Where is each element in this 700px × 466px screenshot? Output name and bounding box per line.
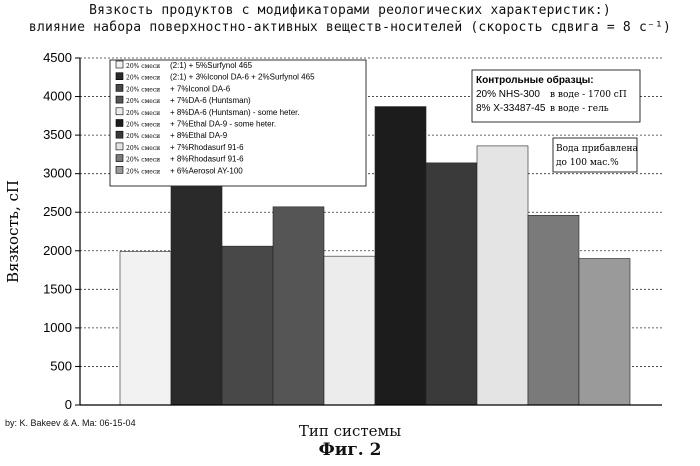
y-tick-label-3500: 3500 — [43, 127, 72, 142]
control-sample-1-note: в воде - 1700 сП — [550, 90, 627, 100]
y-tick-label-4500: 4500 — [43, 50, 72, 65]
y-tick-label-2500: 2500 — [43, 204, 72, 219]
x-axis-label: Тип системы — [0, 422, 700, 440]
legend-prefix-4: 20% смеси — [126, 98, 160, 105]
control-samples-heading: Контрольные образцы: — [476, 74, 594, 86]
y-tick-label-2000: 2000 — [43, 243, 72, 258]
bar-2 — [171, 187, 222, 405]
y-axis-label: Вязкость, сП — [4, 180, 22, 283]
bar-8 — [477, 146, 528, 405]
legend-prefix-7: 20% смеси — [126, 133, 160, 140]
y-tick-label-0: 0 — [65, 397, 72, 412]
water-note-line-1: Вода прибавлена — [556, 143, 638, 154]
y-tick-label-1000: 1000 — [43, 320, 72, 335]
bar-10 — [579, 258, 630, 405]
legend-swatch-5 — [116, 108, 123, 115]
legend-prefix-3: 20% смеси — [126, 86, 160, 93]
legend-swatch-6 — [116, 120, 123, 127]
legend-label-8: + 7%Rhodasurf 91-6 — [170, 143, 244, 152]
y-tick-label-3000: 3000 — [43, 166, 72, 181]
legend-prefix-9: 20% смеси — [126, 157, 160, 164]
bar-7 — [426, 163, 477, 405]
legend-swatch-4 — [116, 96, 123, 103]
legend-label-10: + 6%Aerosol AY-100 — [170, 166, 243, 175]
legend-prefix-2: 20% смеси — [126, 75, 160, 82]
bar-9 — [528, 215, 579, 405]
figure-label: Фиг. 2 — [0, 440, 700, 460]
legend-swatch-2 — [116, 73, 123, 80]
legend-swatch-8 — [116, 143, 123, 150]
legend-label-1: (2:1) + 5%Surfynol 465 — [170, 61, 253, 70]
y-tick-label-1500: 1500 — [43, 281, 72, 296]
bar-4 — [273, 207, 324, 405]
bar-1 — [120, 252, 171, 405]
legend-swatch-1 — [116, 61, 123, 68]
legend-swatch-9 — [116, 155, 123, 162]
legend-swatch-10 — [116, 166, 123, 173]
legend-prefix-8: 20% смеси — [126, 145, 160, 152]
legend-prefix-1: 20% смеси — [126, 63, 160, 70]
water-note-line-2: до 100 мас.% — [556, 158, 619, 168]
y-tick-label-500: 500 — [50, 358, 72, 373]
legend-label-3: + 7%Iconol DA-6 — [170, 84, 231, 93]
legend-swatch-3 — [116, 84, 123, 91]
control-sample-2-name: 8% X-33487-45 — [476, 103, 546, 114]
bar-3 — [222, 246, 273, 405]
control-sample-1-name: 20% NHS-300 — [476, 89, 540, 100]
control-sample-2-note: в воде - гель — [550, 104, 609, 114]
legend-prefix-6: 20% смеси — [126, 122, 160, 129]
legend-swatch-7 — [116, 131, 123, 138]
legend-label-7: + 8%Ethal DA-9 — [170, 131, 228, 140]
bar-6 — [375, 107, 426, 405]
bar-5 — [324, 256, 375, 405]
y-tick-label-4000: 4000 — [43, 89, 72, 104]
legend-label-5: + 8%DA-6 (Huntsman) - some heter. — [170, 108, 300, 117]
legend-label-4: + 7%DA-6 (Huntsman) — [170, 96, 251, 105]
legend-label-6: + 7%Ethal DA-9 - some heter. — [170, 120, 276, 129]
legend-prefix-10: 20% смеси — [126, 168, 160, 175]
legend-label-9: + 8%Rhodasurf 91-6 — [170, 155, 244, 164]
legend-label-2: (2:1) + 3%Iconol DA-6 + 2%Surfynol 465 — [170, 73, 315, 82]
legend-prefix-5: 20% смеси — [126, 110, 160, 117]
